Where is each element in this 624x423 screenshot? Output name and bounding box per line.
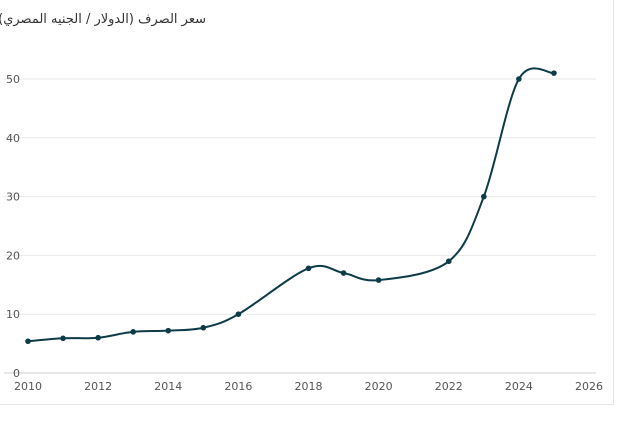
data-point bbox=[60, 335, 66, 342]
y-tick-label: 30 bbox=[6, 191, 20, 204]
data-point bbox=[165, 327, 172, 334]
data-point bbox=[375, 277, 382, 283]
x-tick-label: 2018 bbox=[295, 380, 323, 393]
y-tick-label: 50 bbox=[6, 73, 20, 86]
x-tick-label: 2020 bbox=[365, 380, 393, 393]
data-point bbox=[200, 324, 207, 331]
y-tick-label: 0 bbox=[13, 367, 20, 380]
data-point bbox=[516, 76, 522, 82]
x-tick-label: 2024 bbox=[505, 380, 533, 393]
data-point bbox=[305, 265, 312, 272]
chart-title: سعر الصرف (الدولار / الجنيه المصري) bbox=[0, 12, 206, 27]
x-tick-label: 2026 bbox=[575, 380, 603, 393]
data-point bbox=[25, 338, 31, 345]
data-point bbox=[130, 329, 136, 335]
x-tick-label: 2010 bbox=[14, 380, 42, 393]
data-point bbox=[235, 311, 242, 318]
line-chart: 0 10 20 30 40 50 2010 2012 2014 2016 2018 2020 2022 2… bbox=[4, 67, 603, 393]
data-point bbox=[445, 258, 452, 265]
y-tick-label: 20 bbox=[6, 249, 20, 262]
y-tick-label: 10 bbox=[6, 308, 20, 321]
x-tick-label: 2014 bbox=[154, 380, 182, 393]
x-tick-label: 2012 bbox=[84, 380, 112, 393]
data-point bbox=[340, 270, 347, 276]
y-tick-label: 40 bbox=[6, 132, 20, 145]
data-point bbox=[481, 193, 487, 200]
series-line bbox=[27, 67, 555, 343]
data-point bbox=[551, 70, 557, 76]
data-point bbox=[95, 334, 101, 341]
x-tick-label: 2016 bbox=[224, 380, 252, 393]
x-tick-label: 2022 bbox=[435, 380, 463, 393]
